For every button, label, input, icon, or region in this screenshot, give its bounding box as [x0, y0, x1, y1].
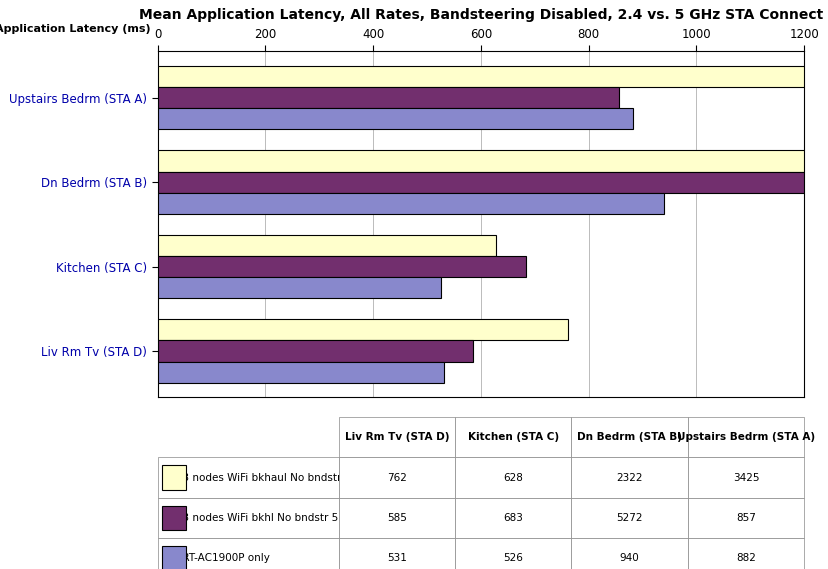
- Bar: [157, 319, 567, 340]
- Bar: [157, 340, 472, 361]
- Bar: [157, 66, 803, 87]
- Bar: [157, 277, 440, 298]
- Bar: [157, 256, 525, 277]
- Bar: [157, 172, 803, 193]
- Bar: [157, 108, 632, 129]
- Bar: [157, 235, 495, 256]
- Bar: [157, 150, 803, 172]
- Text: Application Latency (ms): Application Latency (ms): [0, 24, 151, 34]
- Bar: [157, 87, 619, 108]
- Bar: [157, 193, 663, 214]
- Bar: [157, 361, 443, 383]
- Title: Mean Application Latency, All Rates, Bandsteering Disabled, 2.4 vs. 5 GHz STA Co: Mean Application Latency, All Rates, Ban…: [138, 9, 822, 22]
